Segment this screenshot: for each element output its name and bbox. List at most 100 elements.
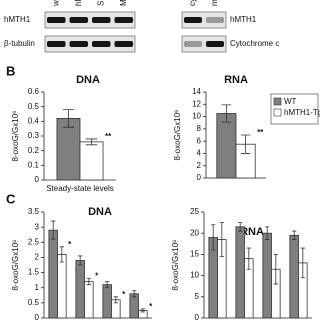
y-tick-label: 0.5 <box>28 298 40 307</box>
blot-strip <box>44 11 136 29</box>
legend-label: hMTH1-Tg⁺/⁺ <box>284 108 320 117</box>
error-bar <box>86 278 91 286</box>
blot-band <box>92 17 111 23</box>
legend-swatch <box>273 97 282 106</box>
y-tick-label: 0.2 <box>28 146 40 155</box>
error-bar <box>140 308 145 313</box>
bar <box>79 141 104 181</box>
chart-title: DNA <box>88 206 112 218</box>
blot-row-label: Cytochrome c <box>230 39 279 48</box>
error-bar <box>300 247 305 279</box>
error-bar <box>105 281 110 289</box>
error-bar <box>219 222 224 257</box>
error-bar <box>78 255 83 266</box>
error-bar <box>59 246 64 263</box>
error-bar <box>273 254 278 285</box>
blot-strip <box>181 35 227 53</box>
bar <box>262 232 272 319</box>
blot-row-label: β-tubulin <box>4 39 35 48</box>
bar <box>84 281 94 319</box>
bar <box>129 293 139 319</box>
bar <box>289 234 299 319</box>
blot-band <box>184 41 202 47</box>
blot-band <box>114 41 133 47</box>
blot-band <box>69 17 88 23</box>
error-bar <box>132 290 137 298</box>
y-tick-label: 0.1 <box>28 160 40 169</box>
blot-band <box>47 41 66 47</box>
error-bar <box>246 247 251 270</box>
legend-swatch <box>273 108 282 117</box>
blot-column-label: SH <box>96 0 105 6</box>
y-tick-label: 0.5 <box>28 102 40 111</box>
significance-mark: * <box>149 302 153 311</box>
y-tick-label: 25 <box>190 207 199 216</box>
blot-band <box>206 41 224 47</box>
y-tick-label: 10 <box>190 271 199 280</box>
error-bar <box>240 134 251 154</box>
error-bar <box>221 104 232 123</box>
significance-mark: ** <box>257 128 264 137</box>
blot-band <box>114 17 133 23</box>
significance-mark: * <box>122 290 126 299</box>
blot-band <box>184 17 202 23</box>
y-axis-label: 8-oxoG/Gx10⁶ <box>173 110 182 161</box>
blot-column-label: MR <box>119 0 128 6</box>
y-axis-label: 8-oxoG/Gx10⁶ <box>11 240 20 291</box>
blot-band <box>206 17 224 23</box>
x-tick-label: Steady-state levels <box>46 184 114 193</box>
panel-label: B <box>6 63 15 78</box>
bar <box>57 253 67 319</box>
y-tick-label: 0 <box>195 313 200 320</box>
y-tick-label: 14 <box>192 87 201 96</box>
y-tick-label: 3.5 <box>28 207 40 216</box>
blot-column-label: wild <box>51 0 60 7</box>
y-axis-label: 8-oxoG/Gx10⁶ <box>11 111 20 162</box>
y-tick-label: 5 <box>195 292 200 301</box>
error-bar <box>51 220 56 240</box>
y-tick-label: 0 <box>197 173 202 182</box>
y-tick-label: 0.3 <box>28 131 40 140</box>
bar <box>216 113 237 179</box>
legend-label: WT <box>284 97 297 106</box>
bar <box>102 284 112 319</box>
error-bar <box>265 226 270 240</box>
chart-title: DNA <box>76 74 100 86</box>
bar <box>48 229 58 319</box>
chart-title: RNA <box>240 226 264 238</box>
y-tick-label: 0 <box>35 175 40 184</box>
y-tick-label: 0.6 <box>28 87 40 96</box>
y-tick-label: 0 <box>35 313 40 320</box>
chart-title: RNA <box>224 74 248 86</box>
panel-label: C <box>6 191 16 206</box>
significance-mark: * <box>68 240 72 249</box>
error-bar <box>211 224 216 251</box>
bar <box>56 118 81 181</box>
blot-strip <box>44 35 136 53</box>
y-tick-label: 15 <box>190 250 199 259</box>
significance-mark: ** <box>105 132 112 141</box>
y-tick-label: 4 <box>197 149 202 158</box>
y-tick-label: 20 <box>190 228 199 237</box>
blot-row-label: hMTH1 <box>230 15 257 24</box>
bar <box>235 226 245 319</box>
y-tick-label: 3 <box>35 222 40 231</box>
blot-band <box>47 17 66 23</box>
error-bar <box>238 222 243 232</box>
y-tick-label: 2 <box>197 161 202 170</box>
blot-column-label: hM <box>74 0 83 6</box>
y-tick-label: 12 <box>192 99 201 108</box>
bar <box>75 260 85 319</box>
y-tick-label: 1 <box>35 283 40 292</box>
blot-column-label: mitoc <box>210 0 219 6</box>
y-tick-label: 8 <box>197 124 202 133</box>
y-tick-label: 0.4 <box>28 116 40 125</box>
significance-mark: * <box>95 272 99 281</box>
y-tick-label: 2.5 <box>28 237 40 246</box>
blot-band <box>92 41 111 47</box>
error-bar <box>85 138 98 146</box>
y-tick-label: 1.5 <box>28 268 40 277</box>
blot-strip <box>181 11 227 29</box>
